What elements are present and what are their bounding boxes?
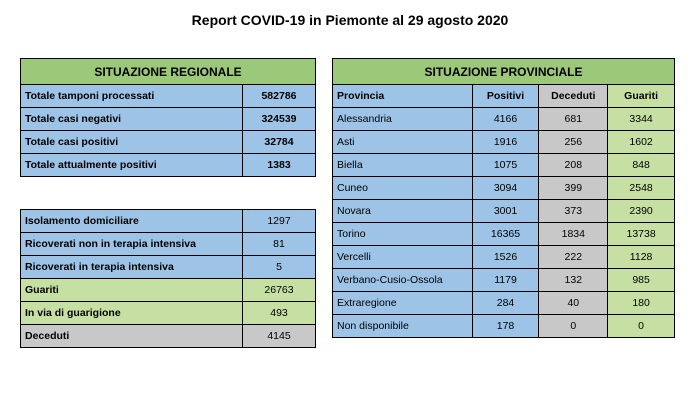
cell-guariti: 2390 [607,199,675,223]
table-row: Deceduti 4145 [20,324,316,348]
table-row: Totale casi positivi 32784 [20,130,316,154]
table-row: Isolamento domiciliare 1297 [20,209,316,233]
cell-deceduti: 399 [538,176,609,200]
table-row: Non disponibile 178 0 0 [332,314,675,338]
regional-details-table: Isolamento domiciliare 1297 Ricoverati n… [20,209,316,348]
table-row: Biella 1075 208 848 [332,153,675,177]
cell-deceduti: 256 [538,130,609,154]
table-row: Novara 3001 373 2390 [332,199,675,223]
cell-provincia: Alessandria [332,107,473,131]
cell-guariti: 13738 [607,222,675,246]
row-label: Isolamento domiciliare [20,209,243,233]
cell-provincia: Extraregione [332,291,473,315]
table-row: Torino 16365 1834 13738 [332,222,675,246]
row-value: 582786 [242,84,316,108]
cell-deceduti: 373 [538,199,609,223]
row-value: 324539 [242,107,316,131]
column-header-deceduti: Deceduti [538,84,609,108]
cell-positivi: 1916 [471,130,540,154]
cell-positivi: 1075 [471,153,540,177]
column-header-provincia: Provincia [332,84,473,108]
regional-header: SITUAZIONE REGIONALE [20,58,316,85]
cell-positivi: 1179 [471,268,540,292]
row-label: Ricoverati in terapia intensiva [20,255,243,279]
cell-deceduti: 1834 [538,222,609,246]
provincial-header: SITUAZIONE PROVINCIALE [332,58,675,85]
cell-guariti: 985 [607,268,675,292]
cell-guariti: 0 [607,314,675,338]
row-label: Totale tamponi processati [20,84,243,108]
row-value: 81 [242,232,316,256]
row-value: 493 [242,301,316,325]
table-row: Cuneo 3094 399 2548 [332,176,675,200]
table-row: Verbano-Cusio-Ossola 1179 132 985 [332,268,675,292]
cell-provincia: Torino [332,222,473,246]
row-label: Ricoverati non in terapia intensiva [20,232,243,256]
cell-positivi: 284 [471,291,540,315]
cell-deceduti: 132 [538,268,609,292]
cell-positivi: 3094 [471,176,540,200]
table-row: Alessandria 4166 681 3344 [332,107,675,131]
cell-positivi: 178 [471,314,540,338]
cell-provincia: Asti [332,130,473,154]
table-row: Asti 1916 256 1602 [332,130,675,154]
cell-provincia: Biella [332,153,473,177]
table-row: Totale attualmente positivi 1383 [20,153,316,177]
cell-guariti: 2548 [607,176,675,200]
cell-guariti: 3344 [607,107,675,131]
cell-provincia: Verbano-Cusio-Ossola [332,268,473,292]
cell-guariti: 1128 [607,245,675,269]
row-label: In via di guarigione [20,301,243,325]
regional-summary-table: SITUAZIONE REGIONALE Totale tamponi proc… [20,58,316,177]
cell-positivi: 4166 [471,107,540,131]
row-label: Totale attualmente positivi [20,153,243,177]
row-label: Guariti [20,278,243,302]
row-value: 1383 [242,153,316,177]
report-title: Report COVID-19 in Piemonte al 29 agosto… [191,12,509,28]
table-row: Guariti 26763 [20,278,316,302]
provincial-table: SITUAZIONE PROVINCIALE Provincia Positiv… [332,58,675,338]
cell-positivi: 16365 [471,222,540,246]
cell-guariti: 180 [607,291,675,315]
cell-provincia: Vercelli [332,245,473,269]
cell-provincia: Cuneo [332,176,473,200]
table-row: In via di guarigione 493 [20,301,316,325]
cell-deceduti: 40 [538,291,609,315]
cell-provincia: Non disponibile [332,314,473,338]
table-row: Extraregione 284 40 180 [332,291,675,315]
row-value: 32784 [242,130,316,154]
cell-positivi: 3001 [471,199,540,223]
row-value: 26763 [242,278,316,302]
cell-guariti: 848 [607,153,675,177]
cell-deceduti: 681 [538,107,609,131]
table-row: Totale tamponi processati 582786 [20,84,316,108]
column-header-guariti: Guariti [607,84,675,108]
cell-provincia: Novara [332,199,473,223]
table-row: Ricoverati non in terapia intensiva 81 [20,232,316,256]
row-value: 5 [242,255,316,279]
row-value: 1297 [242,209,316,233]
cell-deceduti: 208 [538,153,609,177]
cell-deceduti: 222 [538,245,609,269]
column-header-positivi: Positivi [471,84,540,108]
table-row: Vercelli 1526 222 1128 [332,245,675,269]
cell-guariti: 1602 [607,130,675,154]
column-header-row: Provincia Positivi Deceduti Guariti [332,84,675,108]
cell-positivi: 1526 [471,245,540,269]
table-row: Totale casi negativi 324539 [20,107,316,131]
row-label: Totale casi positivi [20,130,243,154]
table-row: Ricoverati in terapia intensiva 5 [20,255,316,279]
row-value: 4145 [242,324,316,348]
row-label: Totale casi negativi [20,107,243,131]
cell-deceduti: 0 [538,314,609,338]
row-label: Deceduti [20,324,243,348]
